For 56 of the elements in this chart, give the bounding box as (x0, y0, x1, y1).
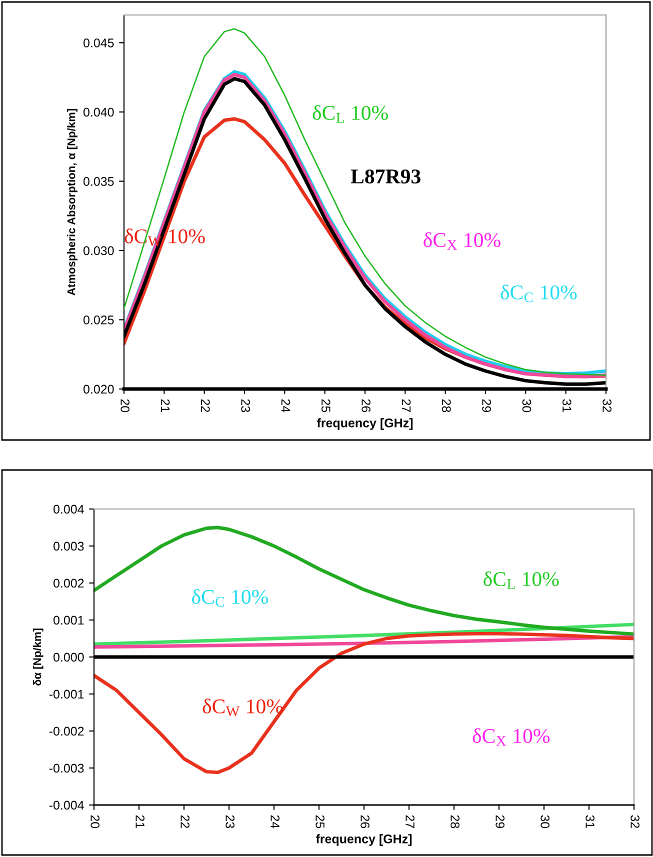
y-tick-label: 0.025 (83, 316, 114, 324)
x-tick-label: 28 (442, 399, 451, 412)
y-tick-label: 0.000 (53, 652, 84, 662)
x-tick-label: 25 (321, 399, 330, 412)
y-axis-title: Atmospheric Absorption, α [Np/km] (67, 108, 78, 296)
line-series (94, 632, 634, 774)
x-tick-label: 32 (630, 815, 640, 828)
y-tick-label: -0.002 (49, 726, 84, 736)
annotation: δC$_{L}$ 10% (312, 105, 388, 123)
annotation: δC$_{X}$ 10% (472, 728, 550, 746)
annotation: δC$_{C}$ 10% (500, 284, 577, 302)
x-tick-label: 20 (120, 399, 130, 412)
x-tick-label: 22 (201, 399, 210, 412)
annotation: δC$_{C}$ 10% (192, 589, 268, 607)
y-tick-label: 0.045 (83, 38, 114, 48)
x-tick-label: 27 (406, 815, 414, 828)
x-tick-label: 24 (281, 399, 290, 412)
x-tick-label: 22 (180, 815, 190, 828)
x-axis-title: frequency [GHz] (316, 834, 412, 846)
x-tick-label: 20 (90, 815, 100, 828)
y-tick-label: -0.004 (49, 800, 84, 810)
x-tick-label: 24 (270, 815, 280, 828)
annotation: δC$_{X}$ 10% (424, 232, 500, 250)
y-tick-label: 0.035 (83, 177, 114, 186)
x-tick-label: 26 (360, 815, 370, 828)
annotation: δC$_{L}$ 10% (484, 571, 559, 589)
x-tick-label: 30 (522, 399, 532, 412)
annotation: δC$_{W}$ 10% (202, 698, 283, 716)
x-tick-label: 29 (496, 815, 504, 828)
x-tick-label: 31 (586, 815, 594, 828)
x-tick-label: 30 (540, 815, 550, 828)
y-tick-label: 0.020 (83, 384, 114, 394)
x-tick-label: 27 (402, 399, 411, 412)
x-axis-title: frequency [GHz] (316, 418, 413, 430)
line-series (94, 526, 634, 636)
x-tick-label: 25 (316, 815, 324, 828)
annotation: L87R93 (350, 169, 420, 184)
x-tick-label: 28 (450, 815, 460, 828)
y-tick-label: 0.030 (83, 246, 114, 256)
x-tick-label: 21 (160, 399, 170, 412)
line-series (94, 622, 634, 646)
y-tick-label: 0.040 (83, 108, 114, 117)
x-tick-label: 23 (241, 399, 250, 412)
y-tick-label: 0.001 (53, 616, 84, 625)
y-tick-label: 0.003 (53, 542, 84, 551)
x-tick-label: 26 (362, 399, 370, 412)
x-tick-label: 23 (226, 815, 234, 828)
y-tick-label: 0.002 (53, 578, 84, 588)
x-tick-label: 21 (136, 815, 144, 828)
x-tick-label: 31 (562, 399, 572, 412)
x-tick-label: 32 (602, 399, 612, 412)
y-axis-title: δα [Np/km] (32, 628, 44, 686)
y-tick-label: 0.004 (53, 504, 84, 514)
y-tick-label: -0.003 (49, 764, 84, 773)
y-tick-label: -0.001 (49, 690, 84, 699)
x-tick-label: 29 (482, 399, 491, 412)
